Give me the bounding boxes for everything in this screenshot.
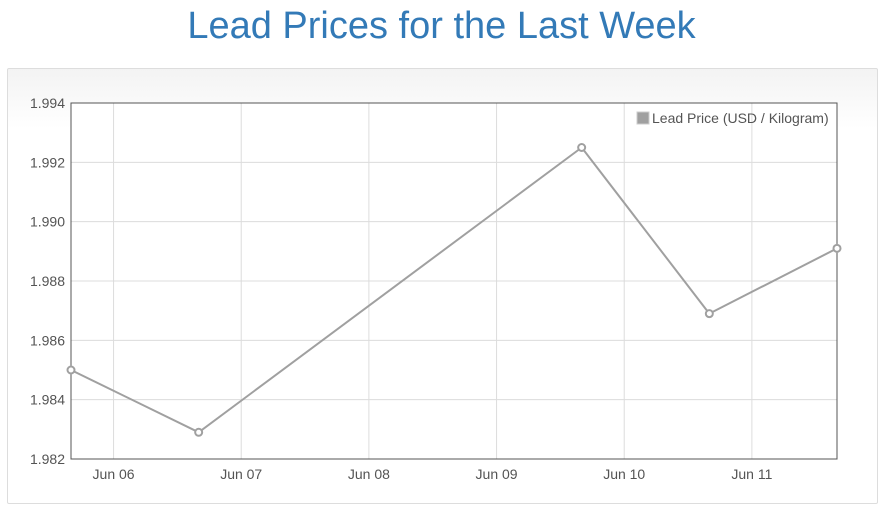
data-point[interactable] (832, 243, 842, 253)
y-tick-label: 1.984 (30, 392, 65, 408)
x-tick-label: Jun 11 (731, 466, 772, 482)
x-tick-label: Jun 10 (603, 466, 645, 482)
x-tick-label: Jun 07 (220, 466, 262, 482)
plot-frame (70, 102, 838, 460)
chart-panel: 1.982 1.984 1.986 1.988 1.990 1.992 1.994 Jun 0… (7, 68, 878, 504)
x-tick-label: Jun 09 (476, 466, 518, 482)
data-point[interactable] (577, 143, 587, 152)
legend-label: Lead Price (USD / Kilogram) (652, 110, 829, 126)
data-point[interactable] (194, 427, 204, 437)
x-tick-label: Jun 06 (93, 466, 135, 482)
data-point[interactable] (704, 309, 714, 319)
page-title: Lead Prices for the Last Week (187, 5, 696, 47)
y-tick-label: 1.992 (30, 154, 65, 170)
y-tick-label: 1.988 (30, 273, 65, 289)
y-tick-label: 1.990 (30, 214, 65, 230)
y-tick-label: 1.986 (30, 332, 65, 348)
legend-swatch (636, 111, 650, 125)
x-tick-label: Jun 08 (348, 466, 390, 482)
y-tick-label: 1.982 (30, 451, 65, 467)
y-tick-label: 1.994 (30, 95, 65, 111)
data-point[interactable] (66, 365, 76, 375)
lead-price-line-chart: 1.982 1.984 1.986 1.988 1.990 1.992 1.994 Jun 0… (30, 95, 842, 482)
